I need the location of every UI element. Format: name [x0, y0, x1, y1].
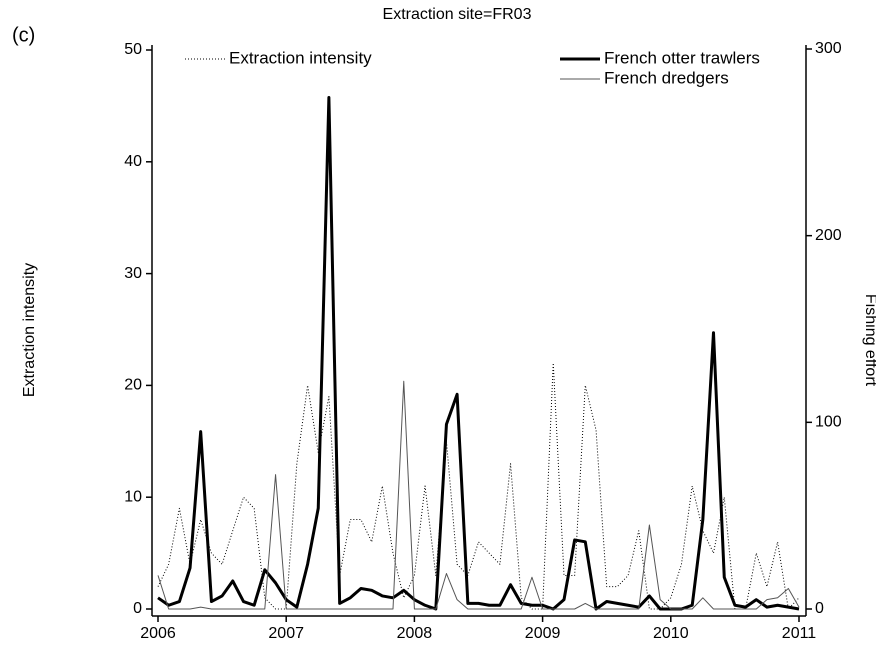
y2-tick-label: 100 [815, 414, 842, 431]
y-tick-label: 10 [124, 488, 142, 505]
legend-label: French dredgers [604, 68, 729, 87]
series-line [157, 380, 800, 610]
x-tick-label: 2006 [140, 625, 176, 642]
x-tick-label: 2011 [782, 625, 817, 642]
chart-title: Extraction site=FR03 [383, 6, 532, 23]
x-tick-label: 2010 [653, 625, 689, 642]
y-tick-label: 30 [124, 265, 142, 282]
series-line [157, 96, 800, 611]
panel-label: (c) [12, 24, 35, 46]
x-tick-label: 2009 [525, 625, 561, 642]
legend-label: Extraction intensity [229, 48, 372, 67]
y-tick-label: 40 [124, 153, 142, 170]
x-tick-label: 2008 [397, 625, 433, 642]
y2-tick-label: 0 [815, 600, 824, 617]
y2-axis-label: Fishing effort [862, 294, 876, 387]
y-tick-label: 50 [124, 41, 142, 58]
x-tick-label: 2007 [268, 625, 304, 642]
legend-label: French otter trawlers [604, 48, 760, 67]
y-axis-label: Extraction intensity [21, 263, 38, 397]
series-line [157, 362, 800, 610]
y-tick-label: 20 [124, 377, 142, 394]
y-tick-label: 0 [133, 600, 142, 617]
y2-tick-label: 300 [815, 40, 842, 57]
y2-tick-label: 200 [815, 227, 842, 244]
